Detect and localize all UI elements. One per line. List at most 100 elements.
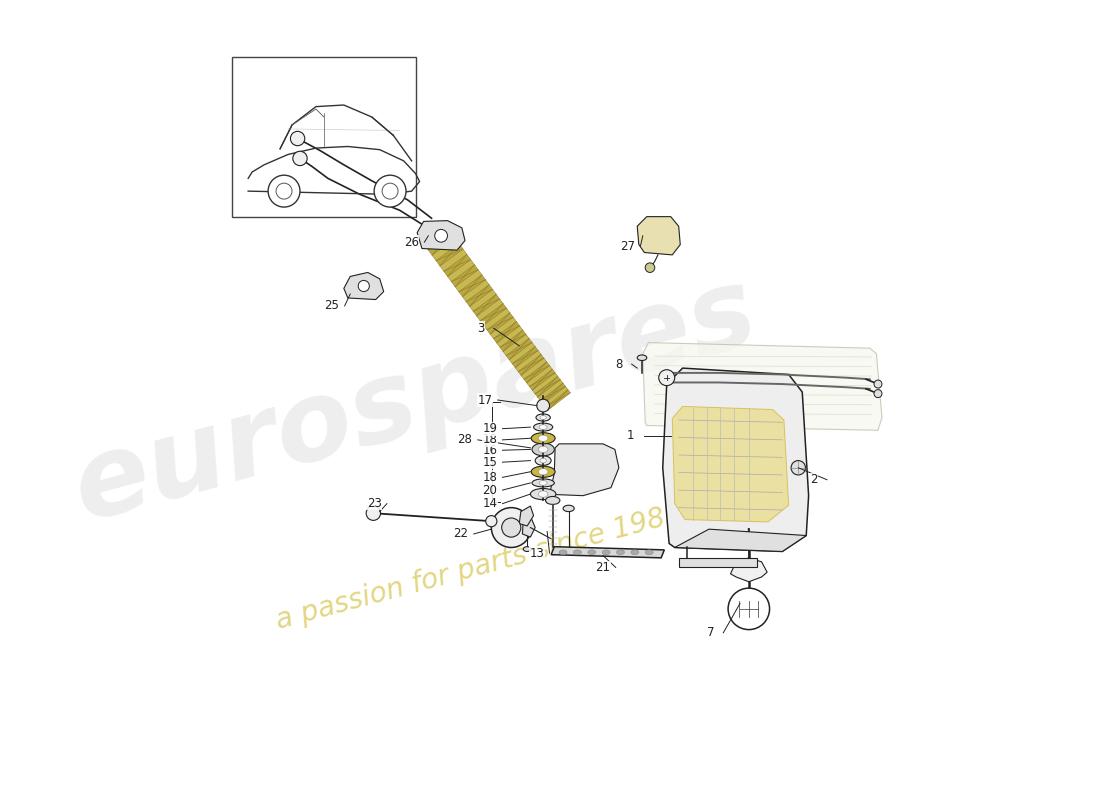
Circle shape [382,183,398,199]
Circle shape [492,508,531,547]
Circle shape [268,175,300,207]
Polygon shape [518,354,543,375]
Text: 18: 18 [482,434,497,446]
Polygon shape [496,326,522,347]
Circle shape [791,461,805,475]
Text: 19: 19 [482,422,497,435]
Polygon shape [487,313,514,334]
Polygon shape [522,518,536,537]
Polygon shape [546,390,571,410]
Ellipse shape [546,497,560,505]
Ellipse shape [532,479,554,487]
Polygon shape [524,362,550,383]
Circle shape [486,515,497,526]
Polygon shape [540,383,565,404]
Polygon shape [503,334,529,355]
Polygon shape [535,376,560,397]
Polygon shape [448,259,474,282]
Circle shape [874,390,882,398]
Ellipse shape [540,415,547,419]
Polygon shape [480,303,506,326]
Polygon shape [432,238,459,261]
Polygon shape [470,290,496,311]
Text: 3: 3 [477,322,485,334]
Polygon shape [538,380,563,401]
Polygon shape [637,217,680,255]
Polygon shape [515,350,541,371]
Circle shape [537,399,550,412]
Polygon shape [642,342,882,430]
Text: 1: 1 [627,430,635,442]
Polygon shape [466,285,493,306]
Polygon shape [506,338,532,360]
Polygon shape [509,342,535,364]
Text: 25: 25 [324,299,339,313]
Text: a passion for parts since 1985: a passion for parts since 1985 [273,499,685,635]
Ellipse shape [536,456,551,466]
Polygon shape [443,254,471,277]
Polygon shape [532,373,558,394]
Polygon shape [730,558,767,582]
Ellipse shape [532,443,554,456]
Text: 14: 14 [482,497,497,510]
Circle shape [366,506,381,520]
Polygon shape [491,317,516,338]
Polygon shape [417,221,465,250]
Ellipse shape [563,506,574,512]
Ellipse shape [630,550,639,554]
Ellipse shape [587,550,596,554]
Circle shape [374,175,406,207]
Ellipse shape [538,435,548,442]
Ellipse shape [540,458,547,463]
Bar [679,558,757,567]
Polygon shape [494,322,519,343]
Text: 27: 27 [620,240,635,253]
Circle shape [293,151,307,166]
Polygon shape [674,529,806,551]
Polygon shape [499,330,526,351]
Polygon shape [543,444,619,496]
Ellipse shape [538,491,548,498]
Circle shape [646,263,654,273]
Polygon shape [428,233,455,255]
Polygon shape [451,265,478,286]
Text: 15: 15 [482,456,497,469]
Text: 18: 18 [482,471,497,484]
Text: 7: 7 [707,626,714,639]
Text: 28: 28 [458,434,473,446]
Text: 2: 2 [811,474,818,486]
Ellipse shape [616,550,625,554]
Ellipse shape [538,469,548,475]
Ellipse shape [646,550,653,554]
Polygon shape [440,249,466,271]
Polygon shape [513,346,538,368]
Text: 13: 13 [529,546,544,559]
Polygon shape [424,227,451,250]
Polygon shape [462,280,490,302]
Text: 16: 16 [482,444,497,457]
Ellipse shape [536,414,550,421]
Circle shape [359,281,370,291]
Ellipse shape [538,446,548,453]
Polygon shape [459,274,485,297]
Text: 26: 26 [404,236,419,249]
Text: eurospares: eurospares [63,258,769,542]
Text: 23: 23 [366,497,382,510]
Ellipse shape [534,423,552,431]
Circle shape [874,380,882,388]
Text: 8: 8 [615,358,623,370]
Polygon shape [521,358,547,379]
Polygon shape [344,273,384,299]
Circle shape [276,183,292,199]
Circle shape [290,131,305,146]
Polygon shape [529,369,556,390]
Polygon shape [519,506,534,526]
Polygon shape [473,294,499,316]
Polygon shape [455,270,482,292]
Text: 20: 20 [482,483,497,497]
Ellipse shape [559,550,568,554]
Ellipse shape [531,433,556,444]
Circle shape [728,588,770,630]
Circle shape [502,518,520,537]
Ellipse shape [524,546,531,551]
